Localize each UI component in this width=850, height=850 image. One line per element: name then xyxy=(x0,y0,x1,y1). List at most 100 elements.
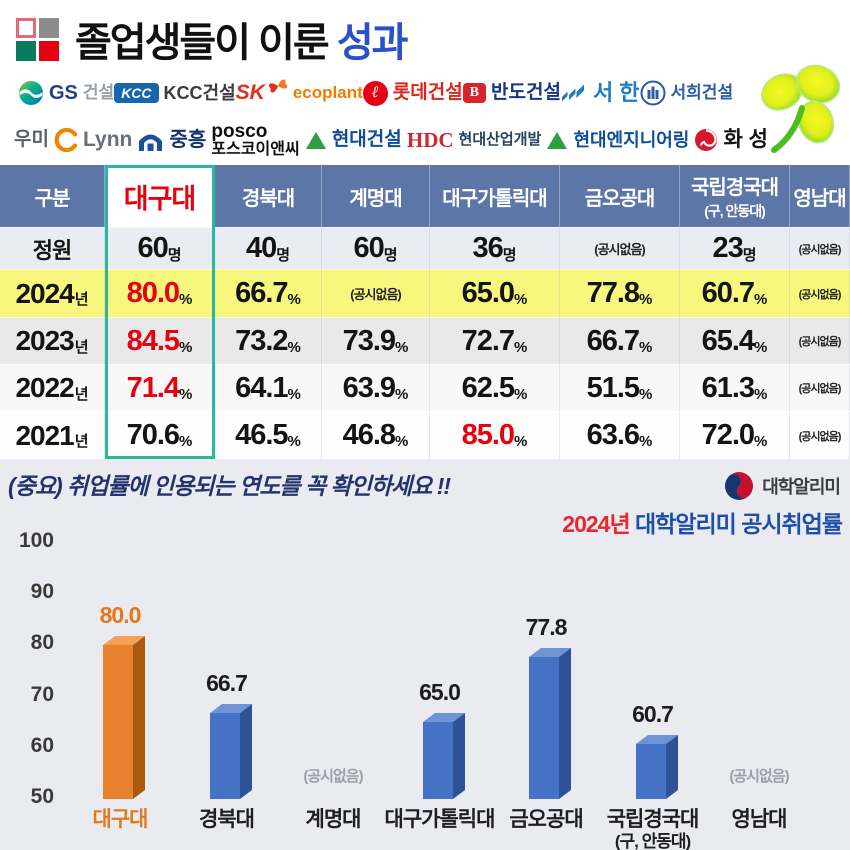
cell-2024-col3: (공시없음) xyxy=(322,269,430,317)
partner-logos-row-1: GS 건설 KCC KCC건설 SK ecoplant ℓ 롯데건설 B 반도건설 서 한 서희건설 xyxy=(18,79,733,106)
square-red-icon xyxy=(39,40,59,61)
cell-정원-col7: (공시없음) xyxy=(790,227,850,269)
gs-icon xyxy=(18,80,44,106)
cell-2022-col3: 63.9% xyxy=(322,364,430,411)
seohee-icon xyxy=(640,80,666,106)
daehak-alimi-logo-icon xyxy=(724,471,754,501)
row-label-정원: 정원 xyxy=(0,227,105,269)
bar-value-4: 77.8 xyxy=(525,614,568,640)
bar-value-0: 80.0 xyxy=(99,602,142,628)
cell-2021-col6: 72.0% xyxy=(680,411,790,459)
seohan-icon xyxy=(561,83,588,104)
row-label-2023: 2023 년 xyxy=(0,317,105,364)
page-title: 졸업생들이 이룬 성과 xyxy=(75,10,409,68)
logo-hwasung: 화 성 xyxy=(694,128,768,152)
y-tick-100: 100 xyxy=(18,529,54,552)
logo-gs: GS 건설 xyxy=(18,80,114,106)
col-header-5: 금오공대 xyxy=(560,165,680,227)
cell-2024-col2: 66.7% xyxy=(215,269,322,317)
cell-2022-col7: (공시없음) xyxy=(790,364,850,411)
square-outline-icon xyxy=(16,17,36,38)
cell-2021-col7: (공시없음) xyxy=(790,411,850,459)
cell-2023-col6: 65.4% xyxy=(680,317,790,364)
caption-year: 2024년 xyxy=(562,511,630,537)
x-label-3: 대구가톨릭대 xyxy=(384,808,496,831)
row-label-2021: 2021 년 xyxy=(0,411,105,459)
cell-2023-col4: 72.7% xyxy=(430,317,560,364)
cell-2023-col2: 73.2% xyxy=(215,317,322,364)
square-teal-icon xyxy=(16,40,36,61)
logo-seohan: 서 한 xyxy=(561,81,640,105)
logo-woomi: 우미 Lynn xyxy=(14,128,133,153)
cell-정원-col3: 60 명 xyxy=(322,227,430,269)
logo-jungheung: 중흥 xyxy=(137,129,206,152)
logo-seohee: 서희건설 xyxy=(640,80,733,106)
square-gray-icon xyxy=(39,17,59,38)
y-tick-60: 60 xyxy=(30,733,54,757)
x-label-5: 국립경국대 (구, 안동대) xyxy=(606,808,700,850)
bar-chart: 50 60 70 80 90 100 80.0 대구대 66.7 경북대 (공시없음) 계명대 65.0… xyxy=(0,459,850,850)
x-label-1: 경북대 xyxy=(199,808,255,831)
cell-2024-col4: 65.0% xyxy=(430,269,560,317)
chart-no-data-6: (공시없음) xyxy=(729,768,789,785)
chart-section: (중요) 취업률에 인용되는 연도를 꼭 확인하세요 !! 대학알리미 2024… xyxy=(0,459,850,850)
cell-2024-col7: (공시없음) xyxy=(790,269,850,317)
logo-kcc: KCC KCC건설 xyxy=(114,82,236,104)
col-header-3: 계명대 xyxy=(322,165,430,227)
cell-2021-col1: 70.6% xyxy=(105,411,215,459)
bar-3 xyxy=(422,713,465,804)
col-header-6: 국립경국대 (구, 안동대) xyxy=(680,165,790,227)
y-tick-70: 70 xyxy=(30,682,54,706)
title-accent: 성과 xyxy=(336,21,409,65)
chart-caption: 2024년 대학알리미 공시취업률 xyxy=(562,505,843,539)
logo-hyundai-enc: 현대건설 xyxy=(305,130,402,150)
cell-2023-col1: 84.5% xyxy=(105,317,215,364)
cell-2024-col6: 60.7% xyxy=(680,269,790,317)
logo-hdc: HDC 현대산업개발 xyxy=(406,128,542,153)
y-tick-90: 90 xyxy=(30,580,54,604)
bar-4 xyxy=(529,648,571,804)
clover-icon xyxy=(752,56,850,164)
cell-2023-col3: 73.9% xyxy=(322,317,430,364)
chart-no-data-2: (공시없음) xyxy=(303,768,363,785)
woomi-icon xyxy=(54,128,78,153)
rose-icon xyxy=(694,128,718,152)
partner-logos-row-2: 우미 Lynn 중흥 posco 포스코이앤씨 현대건설 HDC 현대산업개발 현대엔지니어링 화… xyxy=(14,122,768,159)
bar-value-5: 60.7 xyxy=(632,701,674,727)
y-tick-50: 50 xyxy=(30,785,54,808)
bar-value-1: 66.7 xyxy=(206,670,248,696)
cell-정원-col5: (공시없음) xyxy=(560,227,680,269)
bar-value-3: 65.0 xyxy=(419,679,461,705)
logo-bando: B 반도건설 xyxy=(462,83,561,104)
employment-table-section: 구분 대구대 경북대 계명대 대구가톨릭대 금오공대 국립경국대 (구, 안동대) 영남대 정원 6… xyxy=(0,165,850,459)
cell-2022-col4: 62.5% xyxy=(430,364,560,411)
cell-2024-col5: 77.8% xyxy=(560,269,680,317)
caption-rest: 대학알리미 공시취업률 xyxy=(629,511,843,537)
bar-1 xyxy=(209,704,252,804)
source-badge: 대학알리미 xyxy=(724,471,841,501)
cell-2023-col7: (공시없음) xyxy=(790,317,850,364)
col-header-1: 대구대 xyxy=(105,165,215,227)
x-label-0: 대구대 xyxy=(92,808,149,831)
x-label-2: 계명대 xyxy=(305,808,362,831)
cell-2022-col5: 51.5% xyxy=(560,364,680,411)
row-label-2024: 2024 년 xyxy=(0,269,105,317)
cell-정원-col4: 36 명 xyxy=(430,227,560,269)
employment-table: 구분 대구대 경북대 계명대 대구가톨릭대 금오공대 국립경국대 (구, 안동대) 영남대 정원 6… xyxy=(0,165,850,459)
cell-2022-col1: 71.4% xyxy=(105,364,215,411)
cell-2021-col5: 63.6% xyxy=(560,411,680,459)
tri-icon xyxy=(546,131,568,150)
x-label-4: 금오공대 xyxy=(509,808,583,831)
cell-정원-col1: 60 명 xyxy=(105,227,215,269)
cell-2024-col1: 80.0% xyxy=(105,269,215,317)
bar-0 xyxy=(103,636,145,804)
logo-sk: SK ecoplant xyxy=(235,79,363,104)
col-header-2: 경북대 xyxy=(215,165,322,227)
bar-5 xyxy=(635,735,678,804)
cell-2021-col4: 85.0% xyxy=(430,411,560,459)
col-header-0: 구분 xyxy=(0,165,105,227)
logo-hyundai-eng: 현대엔지니어링 xyxy=(546,131,689,150)
title-prefix: 졸업생들이 이룬 xyxy=(75,21,337,65)
cell-2021-col2: 46.5% xyxy=(215,411,322,459)
